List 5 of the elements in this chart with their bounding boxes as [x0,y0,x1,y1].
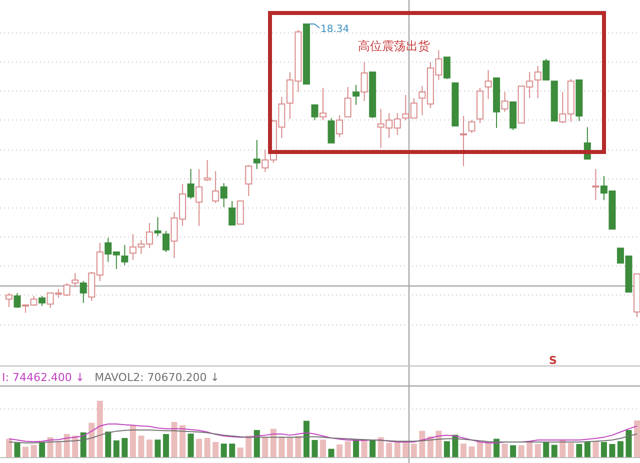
annotation: 18.34 [320,24,350,35]
text: I: 74462.400 ↓ [2,371,85,384]
annotation: 高位震荡出货 [358,39,430,53]
text: S [549,354,558,367]
text: MAVOL2: 70670.200 ↓ [94,371,220,384]
